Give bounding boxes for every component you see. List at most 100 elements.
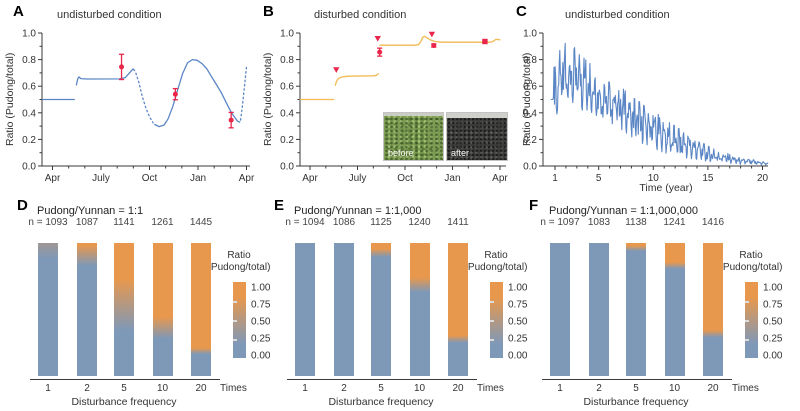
data-line-solid — [154, 58, 241, 128]
n-label: 1241 — [663, 217, 686, 228]
triangle-marker — [428, 31, 436, 38]
before-photo-label: before — [388, 148, 414, 158]
y-tick-label: 1.0 — [22, 29, 36, 40]
colorbar-tick-label: 0.75 — [508, 299, 528, 311]
ratio-bar — [409, 243, 430, 376]
ratio-bar — [550, 243, 570, 376]
panel-c-xlabel: Time (year) — [639, 182, 693, 194]
panel-d-xlabel: Disturbance frequency — [71, 396, 177, 408]
ratio-bar — [295, 243, 315, 376]
x-tick-label: 10 — [413, 383, 426, 394]
triangle-marker — [333, 67, 340, 73]
panel-e-x-axis — [287, 379, 477, 380]
colorbar-tick-label: 0.25 — [508, 333, 528, 345]
colorbar-tick — [490, 320, 494, 322]
x-tick-label: 20 — [757, 173, 769, 184]
n-label: n = 1093 — [28, 217, 68, 228]
panel-d-x-axis — [30, 379, 220, 380]
n-label: 1087 — [75, 217, 99, 228]
x-tick-label: July — [349, 173, 367, 184]
y-tick-label: 1.0 — [523, 29, 537, 40]
x-axis-suffix: Times — [477, 383, 504, 394]
panel-a-plot: 0.0 0.2 0.4 0.6 0.8 1.0 Apr July Oct Jan Apr — [22, 29, 255, 185]
panel-b-plot: 0.0 0.2 0.4 0.6 0.8 1.0 Apr July Oct Jan Apr — [280, 29, 508, 185]
n-label: 1240 — [408, 217, 431, 228]
x-tick-label: Oct — [397, 173, 413, 184]
error-point — [118, 53, 125, 81]
colorbar-tick-label: 0.50 — [763, 316, 783, 328]
y-tick-label: 0.6 — [523, 82, 537, 93]
y-tick-label: 0.4 — [523, 108, 537, 119]
x-tick-label: 2 — [596, 383, 602, 394]
y-tick-label: 0.6 — [22, 82, 36, 93]
n-label: n = 1094 — [285, 217, 325, 228]
y-tick-label: 0.0 — [22, 162, 36, 173]
colorbar-tick — [745, 339, 749, 341]
colorbar-tick-label: 1.00 — [763, 282, 783, 294]
data-line-solid — [75, 68, 136, 86]
y-tick-label: 0.2 — [22, 135, 36, 146]
y-tick-label: 0.8 — [280, 55, 294, 66]
colorbar-tick — [233, 320, 237, 322]
x-tick-label: Apr — [45, 173, 61, 184]
y-tick-label: 0.0 — [523, 162, 537, 173]
x-tick-label: Jan — [190, 173, 206, 184]
panel-d-letter: D — [17, 197, 28, 214]
x-tick-label: 20 — [452, 383, 464, 394]
x-tick-label: 10 — [668, 383, 681, 394]
colorbar-tick-label: 0.25 — [763, 333, 783, 345]
n-label: 1125 — [370, 217, 392, 228]
x-tick-label: Apr — [239, 173, 255, 184]
y-tick-label: 0.4 — [22, 108, 36, 119]
x-tick-label: 1 — [557, 383, 563, 394]
colorbar-title-line1: Ratio — [227, 250, 251, 261]
colorbar-tick-label: 0.75 — [251, 299, 271, 311]
x-axis-suffix: Times — [732, 383, 759, 394]
x-tick-label: 5 — [633, 383, 639, 394]
x-tick-label: 10 — [156, 383, 169, 394]
panel-f-colorbar-title: Ratio (Pudong/total) — [706, 250, 796, 273]
data-line-dotted — [135, 72, 154, 124]
y-tick-label: 0.6 — [280, 82, 294, 93]
ratio-bar — [114, 243, 134, 376]
colorbar-tick-label: 0.00 — [508, 350, 528, 362]
colorbar-title-line1: Ratio — [739, 250, 763, 261]
panel-d-colorbar-title: Ratio (Pudong/total) — [194, 250, 284, 273]
n-label: 1416 — [701, 217, 725, 228]
ratio-bar — [191, 243, 211, 376]
n-label: 1086 — [332, 217, 356, 228]
ratio-bar — [589, 243, 609, 376]
n-label: 1261 — [151, 217, 174, 228]
colorbar-tick-label: 0.25 — [251, 333, 271, 345]
panel-e-colorbar-title: Ratio (Pudong/total) — [451, 250, 541, 273]
panel-d-title: Pudong/Yunnan = 1:1 — [37, 205, 144, 217]
panel-e-xlabel: Disturbance frequency — [328, 396, 434, 408]
ratio-bar — [703, 243, 723, 376]
colorbar-tick — [490, 301, 494, 303]
x-tick-label: Apr — [302, 173, 318, 184]
data-line-solid — [379, 35, 501, 46]
n-label: 1141 — [113, 217, 135, 228]
ratio-bar — [448, 243, 468, 376]
panel-f-xlabel: Disturbance frequency — [583, 396, 689, 408]
y-tick-label: 0.2 — [280, 135, 294, 146]
panel-e: E Pudong/Yunnan = 1:1,000 Disturbance fr… — [273, 197, 535, 411]
ratio-bar — [371, 243, 391, 376]
colorbar-tick-label: 1.00 — [251, 282, 271, 294]
y-tick-label: 0.8 — [22, 55, 36, 66]
axes — [542, 33, 768, 167]
error-point — [431, 43, 437, 49]
x-tick-label: 2 — [84, 383, 90, 394]
panel-e-letter: E — [274, 197, 285, 214]
data-line-noisy — [550, 42, 769, 166]
x-tick-label: 5 — [121, 383, 127, 394]
before-photo: before — [383, 112, 444, 161]
colorbar-tick-label: 0.00 — [763, 350, 783, 362]
after-photo-label: after — [451, 148, 470, 158]
colorbar-tick-label: 0.50 — [508, 316, 528, 328]
colorbar-title-line2: (Pudong/total) — [464, 261, 528, 273]
colorbar-tick — [233, 339, 237, 341]
colorbar-tick-label: 0.75 — [763, 299, 783, 311]
panel-b-inset-photos: before after — [383, 112, 508, 161]
